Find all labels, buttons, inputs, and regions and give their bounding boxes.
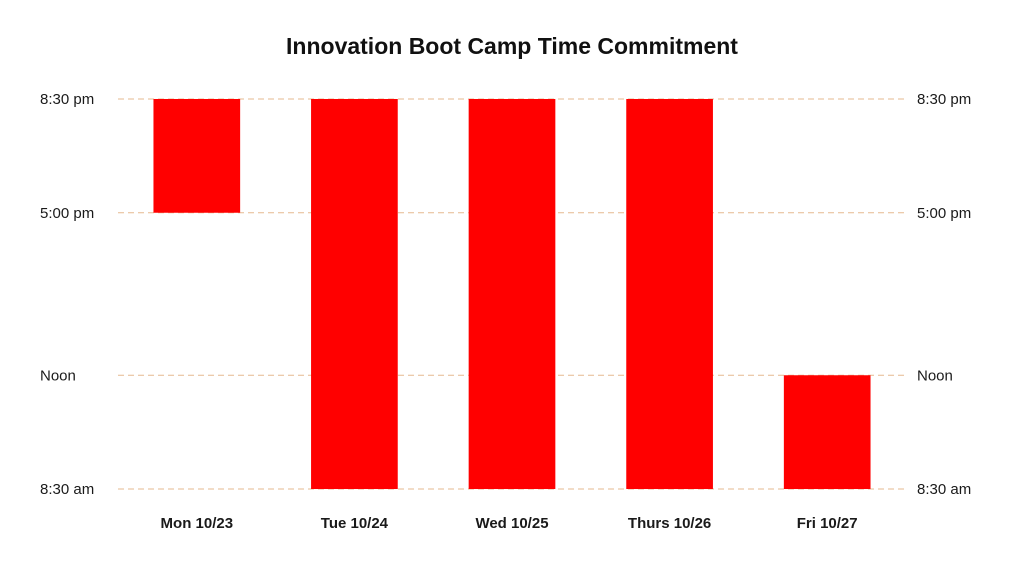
y-tick-layer: 8:30 pm 8:30 pm 5:00 pm 5:00 pm Noon Noon 8:30… — [40, 91, 971, 498]
chart-title: Innovation Boot Camp Time Commitment — [286, 33, 738, 59]
bar-wed-10-25 — [468, 99, 556, 489]
y-tick-label-right: 5:00 pm — [917, 205, 971, 222]
x-tick-label: Wed 10/25 — [475, 515, 548, 532]
bar-thurs-10-26 — [626, 99, 713, 489]
y-tick-label-left: 8:30 am — [40, 481, 94, 498]
y-tick-label-right: 8:30 pm — [917, 91, 971, 108]
y-tick-label-right: 8:30 am — [917, 481, 971, 498]
y-tick-label-left: Noon — [40, 367, 76, 384]
bar-layer — [153, 99, 871, 489]
x-tick-label: Tue 10/24 — [321, 515, 389, 532]
bar-mon-10-23 — [153, 99, 241, 213]
x-tick-label: Thurs 10/26 — [628, 515, 711, 532]
bar-fri-10-27 — [783, 375, 871, 489]
x-tick-label: Mon 10/23 — [161, 515, 234, 532]
bar-tue-10-24 — [311, 99, 398, 489]
y-tick-label-right: Noon — [917, 367, 953, 384]
x-tick-label: Fri 10/27 — [797, 515, 858, 532]
y-tick-label-left: 5:00 pm — [40, 205, 94, 222]
y-tick-label-left: 8:30 pm — [40, 91, 94, 108]
x-tick-layer: Mon 10/23 Tue 10/24 Wed 10/25 Thurs 10/26 Fr… — [161, 515, 858, 532]
